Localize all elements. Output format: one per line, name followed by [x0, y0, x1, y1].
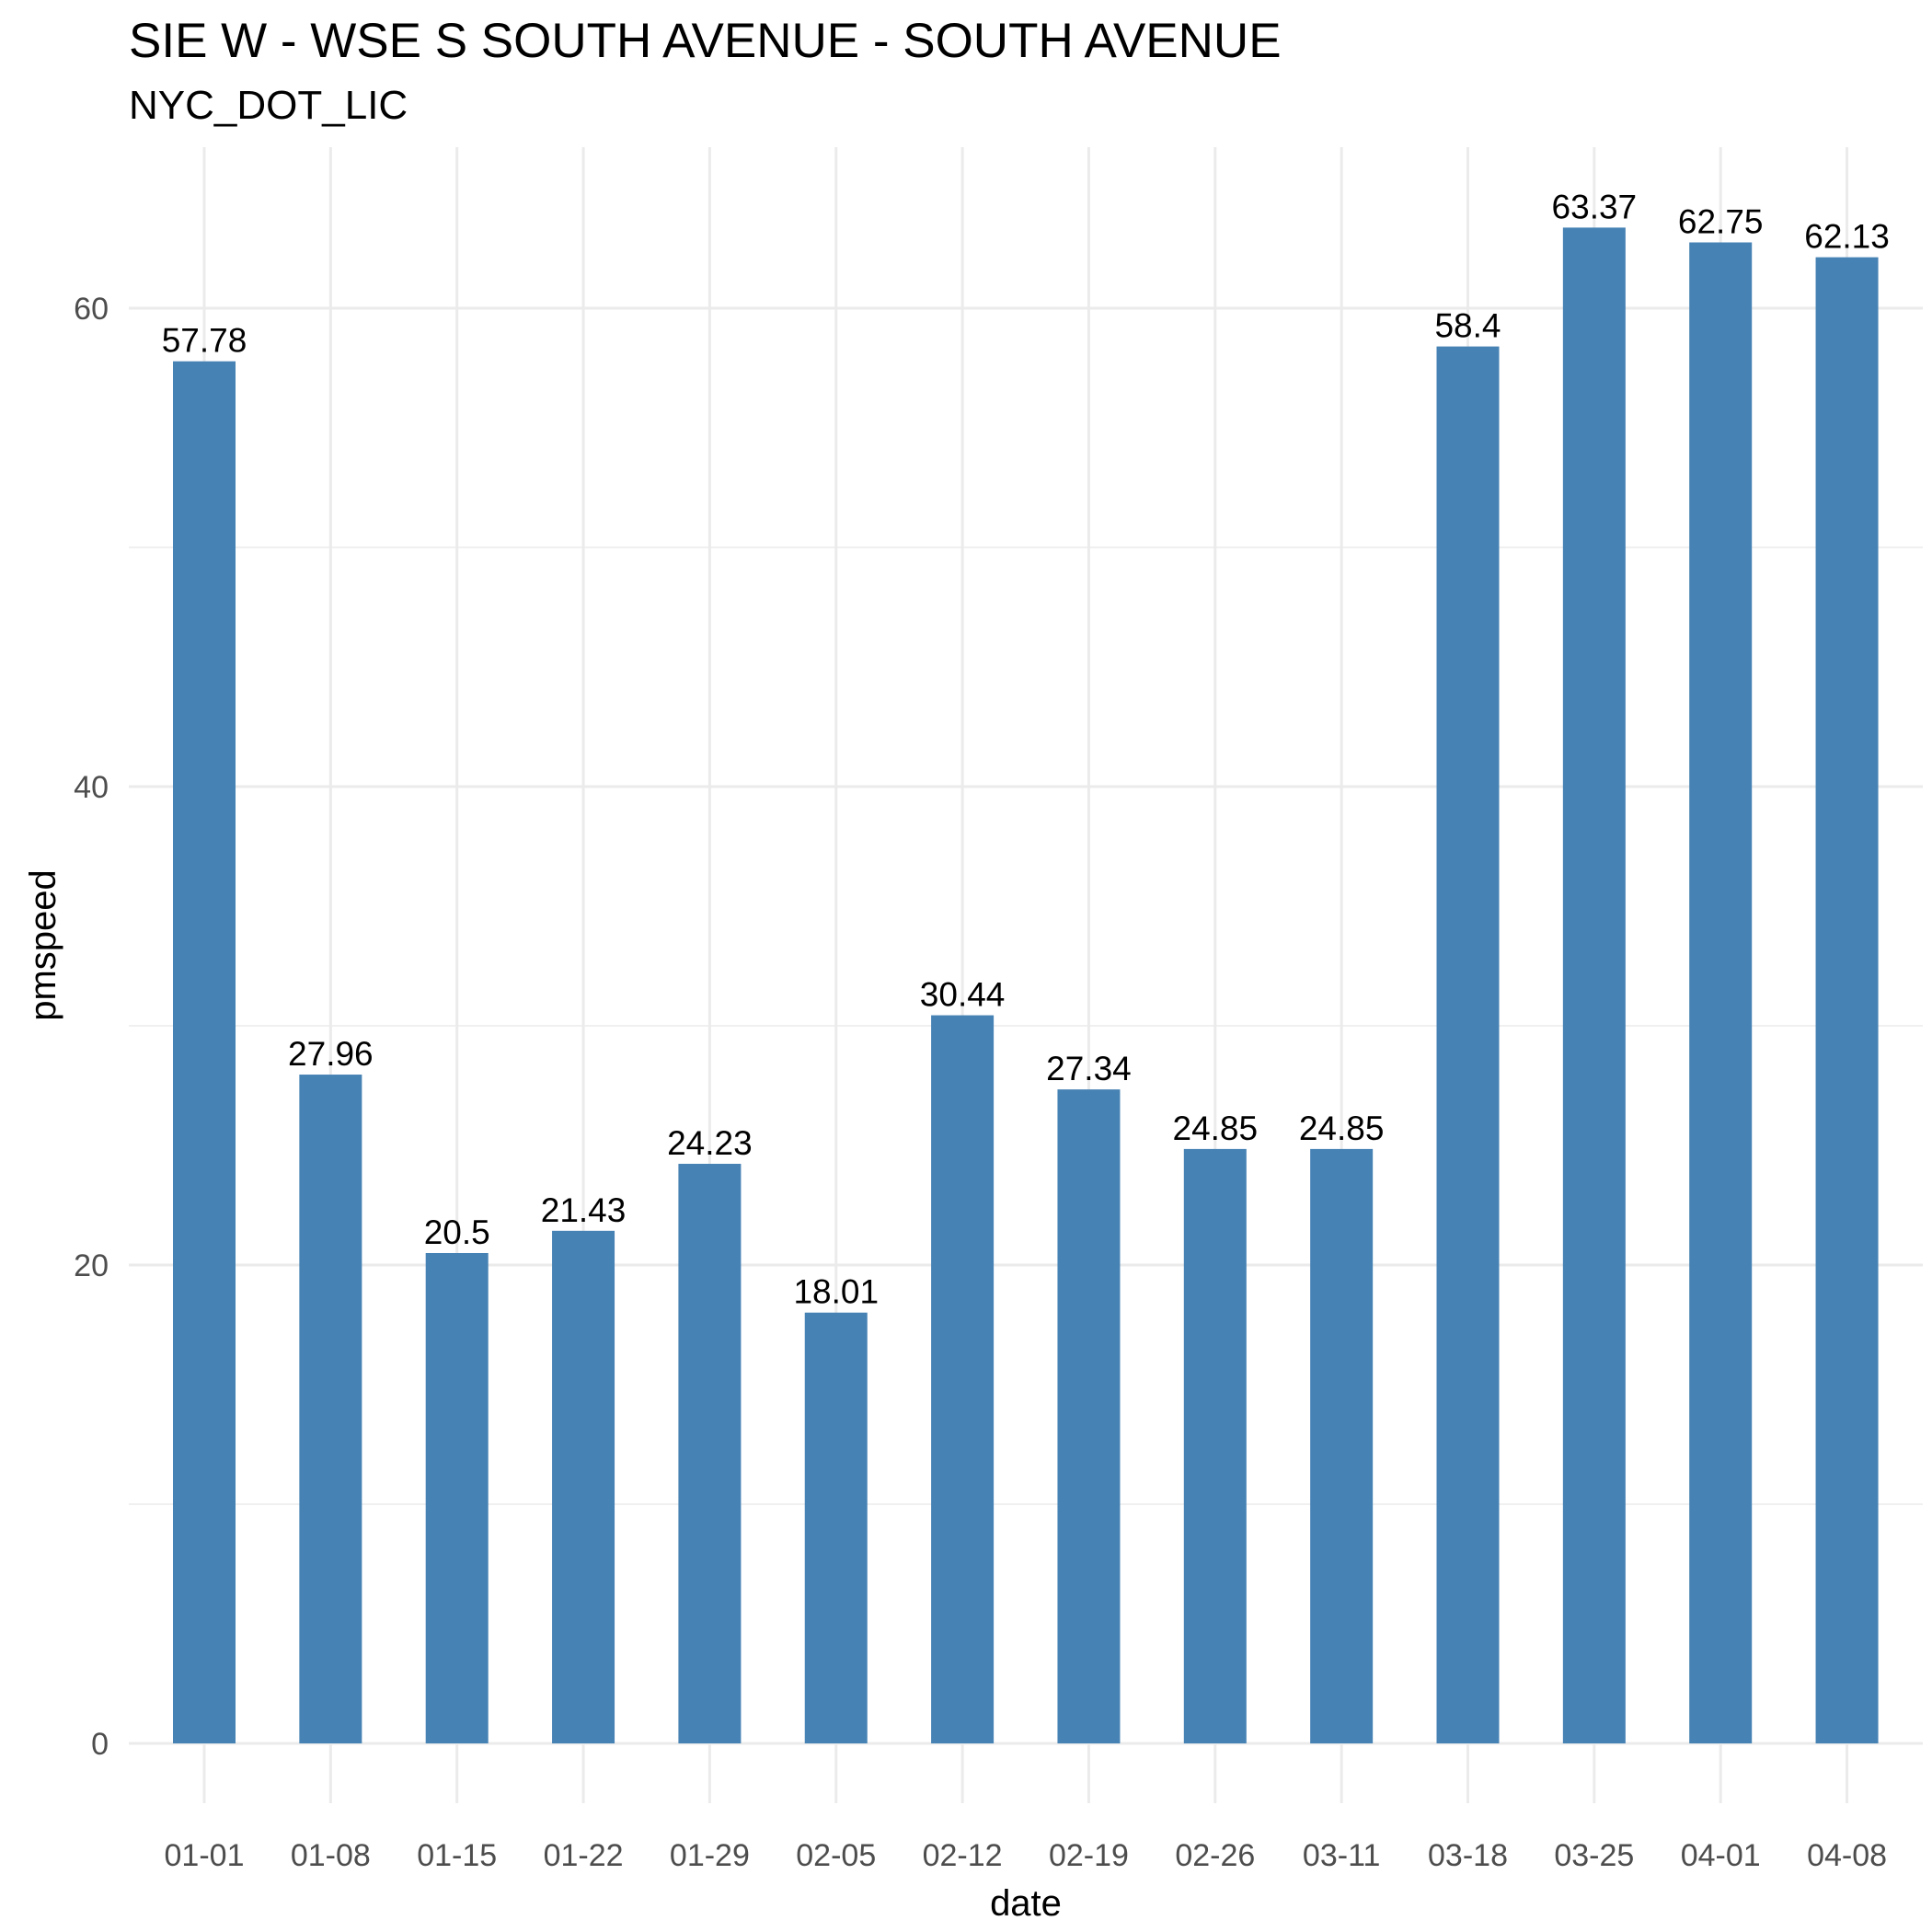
x-tick-label: 04-08 — [1807, 1838, 1887, 1873]
bar — [678, 1164, 742, 1743]
bar-value-label: 62.13 — [1804, 218, 1890, 256]
bar — [931, 1015, 995, 1743]
bar — [552, 1230, 615, 1743]
x-tick-label: 02-12 — [923, 1838, 1003, 1873]
bar-value-label: 63.37 — [1552, 188, 1638, 225]
bar-value-label: 30.44 — [920, 976, 1006, 1014]
bar — [1815, 257, 1879, 1743]
x-tick-label: 01-01 — [165, 1838, 245, 1873]
x-tick-label: 01-29 — [670, 1838, 750, 1873]
y-axis-ticks: 0 20 40 60 — [74, 292, 109, 1762]
x-tick-label: 01-15 — [417, 1838, 497, 1873]
x-tick-label: 02-19 — [1049, 1838, 1129, 1873]
bar-value-label: 21.43 — [541, 1191, 627, 1229]
bar — [804, 1312, 868, 1743]
y-tick-label: 20 — [74, 1248, 109, 1283]
bar-value-label: 18.01 — [793, 1273, 879, 1311]
bar — [1310, 1148, 1374, 1743]
x-tick-label: 02-26 — [1175, 1838, 1255, 1873]
bar — [1562, 227, 1626, 1743]
x-tick-label: 03-18 — [1428, 1838, 1508, 1873]
x-axis-ticks: 01-01 01-08 01-15 01-22 01-29 02-05 02-12 02-19… — [165, 1838, 1888, 1873]
bars — [173, 227, 1879, 1744]
y-axis-title: pmspeed — [23, 869, 63, 1021]
x-tick-label: 01-22 — [544, 1838, 624, 1873]
chart-title: SIE W - WSE S SOUTH AVENUE - SOUTH AVENU… — [129, 14, 1282, 68]
x-tick-label: 01-08 — [291, 1838, 371, 1873]
bar-value-label: 62.75 — [1678, 203, 1764, 241]
chart-subtitle: NYC_DOT_LIC — [129, 83, 408, 128]
bar — [299, 1075, 362, 1743]
bar-value-label: 24.23 — [667, 1124, 753, 1162]
major-gridlines — [129, 147, 1923, 1803]
x-tick-label: 03-25 — [1554, 1838, 1634, 1873]
x-tick-label: 02-05 — [796, 1838, 876, 1873]
y-tick-label: 40 — [74, 770, 109, 805]
bar — [1689, 242, 1753, 1743]
bar — [1057, 1089, 1121, 1743]
x-tick-label: 04-01 — [1681, 1838, 1761, 1873]
bar — [173, 361, 236, 1744]
bar — [1436, 346, 1500, 1744]
x-tick-label: 03-11 — [1303, 1838, 1380, 1873]
bar-value-label: 58.4 — [1434, 307, 1501, 345]
bar-value-label: 24.85 — [1299, 1110, 1385, 1147]
bar — [1183, 1148, 1247, 1743]
x-axis-title: date — [990, 1883, 1062, 1924]
bar-value-label: 57.78 — [162, 322, 247, 360]
bar — [425, 1253, 489, 1743]
y-tick-label: 60 — [74, 292, 109, 327]
bar-value-label: 27.34 — [1046, 1050, 1132, 1087]
bar-value-label: 27.96 — [288, 1035, 374, 1073]
bar-value-label: 24.85 — [1173, 1110, 1259, 1147]
bar-labels: 57.78 27.96 20.5 21.43 24.23 18.01 30.44 27.34 2… — [162, 188, 1890, 1310]
bar-value-label: 20.5 — [424, 1213, 490, 1251]
y-tick-label: 0 — [91, 1727, 109, 1762]
minor-gridlines — [129, 546, 1923, 1505]
